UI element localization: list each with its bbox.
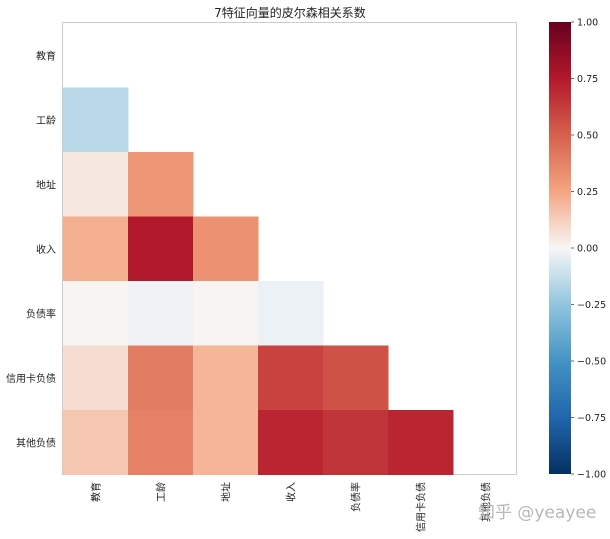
x-tick-label: 地址 (220, 482, 233, 502)
y-tick-label: 收入 (36, 243, 56, 256)
colorbar-ticks: 1.00 0.75 0.50 0.25 0.00 −0.25 −0.50 −0.75 −1.00 (571, 18, 606, 481)
heatmap-cell-6-2 (193, 410, 259, 475)
x-tick-labels: 教育 工龄 地址 收入 负债率 信用卡负债 其他负债 (90, 482, 493, 532)
heatmap-cell-3-1 (128, 216, 194, 282)
heatmap-cell-1-0 (63, 87, 129, 153)
x-tick-label: 信用卡负债 (415, 482, 428, 532)
heatmap-cell-3-2 (193, 216, 259, 282)
y-tick-label: 工龄 (36, 114, 56, 127)
heatmap-cell-6-4 (323, 410, 389, 475)
colorbar-tick-label: −1.00 (577, 470, 606, 481)
heatmap-cell-4-2 (193, 281, 259, 346)
chart-title: 7特征向量的皮尔森相关系数 (214, 5, 366, 20)
heatmap-cell-6-1 (128, 410, 194, 475)
colorbar-tick-label: −0.25 (577, 300, 606, 311)
y-tick-label: 地址 (36, 178, 56, 191)
y-tick-label: 信用卡负债 (6, 372, 56, 385)
y-tick-label: 教育 (36, 49, 56, 62)
y-tick-label: 其他负债 (16, 436, 56, 449)
x-tick-label: 收入 (285, 482, 298, 502)
heatmap-cell-6-5 (388, 410, 454, 475)
heatmap-cell-5-2 (193, 345, 259, 411)
x-tick-label: 工龄 (155, 482, 168, 502)
heatmap-cell-6-0 (63, 410, 129, 475)
heatmap-cells (63, 87, 454, 475)
y-tick-label: 负债率 (26, 307, 56, 320)
colorbar-tick-label: 0.00 (577, 244, 598, 255)
x-tick-label: 教育 (90, 482, 103, 502)
colorbar (549, 22, 571, 474)
heatmap-cell-5-4 (323, 345, 389, 411)
heatmap-cell-6-3 (258, 410, 324, 475)
heatmap-cell-4-0 (63, 281, 129, 346)
heatmap-cell-5-1 (128, 345, 194, 411)
colorbar-tick-label: 0.75 (577, 74, 598, 85)
heatmap-cell-4-1 (128, 281, 194, 346)
x-tick-label: 负债率 (350, 482, 363, 512)
heatmap-cell-5-3 (258, 345, 324, 411)
colorbar-tick-label: −0.50 (577, 357, 606, 368)
heatmap-cell-3-0 (63, 216, 129, 282)
x-tick-label: 其他负债 (480, 482, 493, 522)
heatmap-cell-2-0 (63, 152, 129, 217)
colorbar-tick-label: 1.00 (577, 18, 598, 29)
heatmap-cell-4-3 (258, 281, 324, 346)
heatmap-cell-2-1 (128, 152, 194, 217)
colorbar-tick-label: 0.25 (577, 187, 598, 198)
watermark: 知乎 @yeayee (478, 503, 597, 523)
colorbar-tick-label: 0.50 (577, 131, 598, 142)
heatmap-cell-5-0 (63, 345, 129, 411)
colorbar-tick-label: −0.75 (577, 413, 606, 424)
